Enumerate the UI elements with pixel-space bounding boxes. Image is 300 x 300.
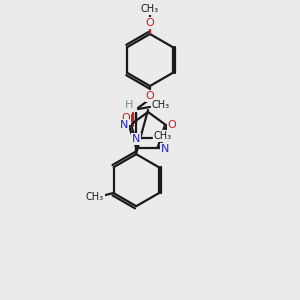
Text: CH₃: CH₃ (86, 192, 104, 202)
Text: CH₃: CH₃ (154, 131, 172, 141)
Text: CH₃: CH₃ (152, 100, 170, 110)
Text: O: O (146, 91, 154, 101)
Text: O: O (168, 120, 176, 130)
Text: O: O (122, 113, 130, 123)
Text: H: H (125, 100, 133, 110)
Text: N: N (120, 120, 128, 130)
Text: CH₃: CH₃ (141, 4, 159, 14)
Text: O: O (146, 18, 154, 28)
Text: N: N (160, 144, 169, 154)
Text: N: N (132, 134, 140, 144)
Text: O: O (122, 114, 130, 124)
